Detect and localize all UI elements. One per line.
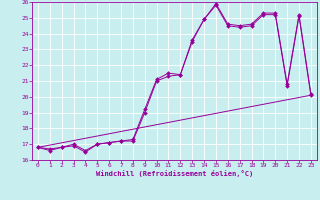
X-axis label: Windchill (Refroidissement éolien,°C): Windchill (Refroidissement éolien,°C) bbox=[96, 170, 253, 177]
